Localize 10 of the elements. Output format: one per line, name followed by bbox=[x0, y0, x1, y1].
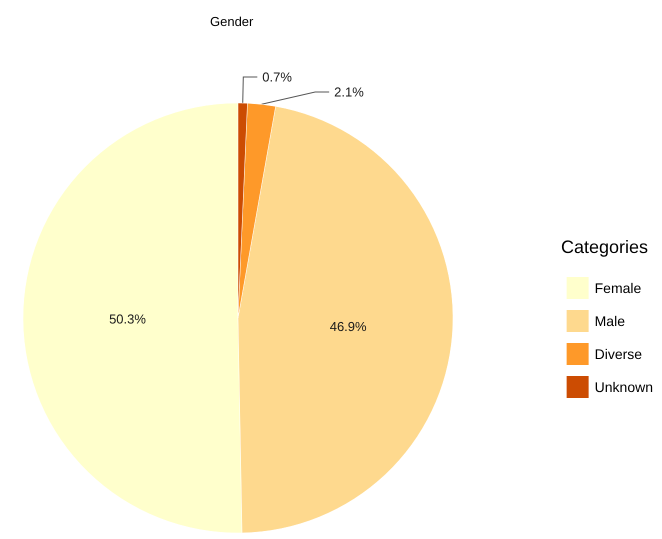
legend-label: Unknown bbox=[594, 379, 654, 395]
chart-title: Gender bbox=[210, 14, 254, 29]
legend-title: Categories bbox=[560, 237, 648, 257]
legend-label: Female bbox=[594, 280, 642, 296]
data-label: 2.1% bbox=[334, 84, 364, 100]
data-label: 46.9% bbox=[330, 319, 368, 334]
legend-label: Male bbox=[594, 313, 626, 329]
data-label: 50.3% bbox=[109, 312, 146, 327]
legend-label: Diverse bbox=[594, 346, 642, 362]
data-label: 0.7% bbox=[262, 70, 292, 85]
